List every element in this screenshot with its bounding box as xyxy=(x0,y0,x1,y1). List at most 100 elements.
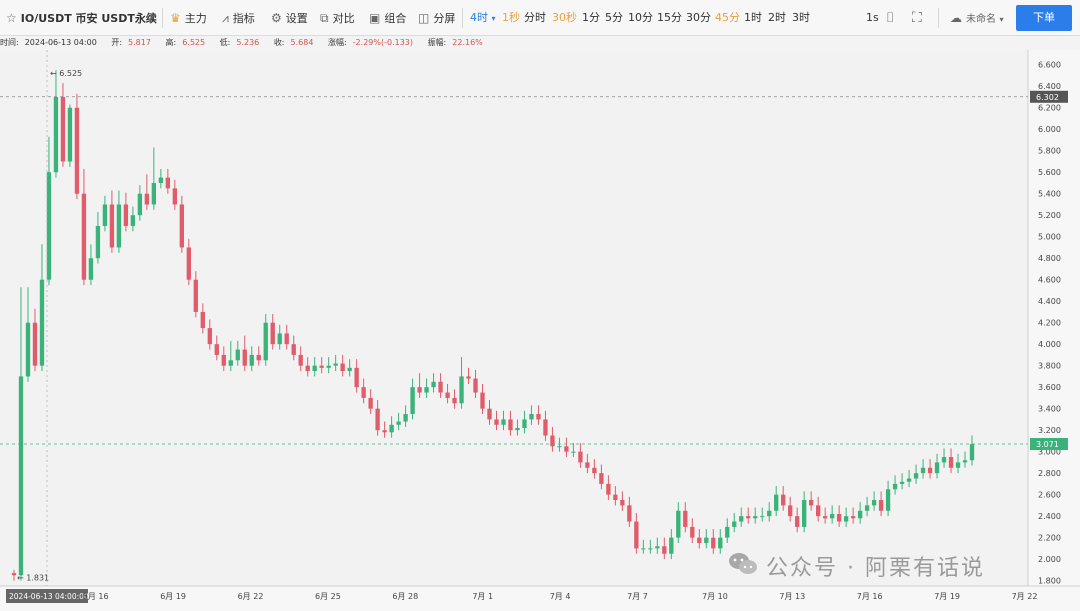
camera-icon: ⌷ xyxy=(886,10,895,26)
candle-body xyxy=(389,424,394,433)
timeframe-30m[interactable]: 30分 xyxy=(686,11,711,24)
candle-body xyxy=(18,376,24,576)
interval-button[interactable]: 1s xyxy=(866,11,879,24)
low-annotation: ← 1.831 xyxy=(17,573,49,582)
candle-body xyxy=(137,193,143,216)
fullscreen-button[interactable]: ⛶ xyxy=(912,0,926,36)
timeframe-45m[interactable]: 45分 xyxy=(715,11,740,24)
candle-body xyxy=(892,483,898,490)
screenshot-button[interactable]: ⌷ xyxy=(886,0,898,36)
timeframe-1h[interactable]: 1时 xyxy=(744,11,762,24)
divider xyxy=(938,8,939,28)
indicator-label: 指标 xyxy=(232,12,255,25)
candle-body xyxy=(878,500,884,511)
candle-body xyxy=(144,193,150,205)
toolbar: ☆ IO/USDT 币安 USDT永续 ⚲ ♛ 主力 ⩘ 指标 ⚙ 设置 ⧉ 对比 ▣ 组合… xyxy=(0,0,1080,36)
candle-body xyxy=(11,573,17,576)
candle-body xyxy=(822,516,828,519)
x-tick-label: 6月 19 xyxy=(160,592,186,601)
timeframe-2h[interactable]: 2时 xyxy=(768,11,786,24)
x-tick-label: 7月 16 xyxy=(857,592,883,601)
y-tick-label: 3.600 xyxy=(1038,383,1061,392)
timeframe-10m[interactable]: 10分 xyxy=(628,11,653,24)
split-button[interactable]: ◫ 分屏 xyxy=(418,0,455,36)
candle-body xyxy=(690,526,695,538)
candle-body xyxy=(277,333,282,345)
main-button[interactable]: ♛ 主力 xyxy=(170,0,207,36)
candle-body xyxy=(382,430,387,433)
candle-body xyxy=(347,367,352,372)
candle-body xyxy=(906,478,912,482)
y-tick-label: 6.000 xyxy=(1038,125,1061,134)
candle-body xyxy=(151,182,157,205)
candle-body xyxy=(417,387,422,393)
candle-body xyxy=(536,414,541,420)
candle-body xyxy=(340,363,345,372)
y-tick-label: 6.200 xyxy=(1038,104,1061,113)
y-tick-label: 2.600 xyxy=(1038,491,1061,500)
high-annotation: ← 6.525 xyxy=(50,69,82,78)
candle-body xyxy=(627,505,632,522)
candle-body xyxy=(375,408,380,431)
timeframe-15m[interactable]: 15分 xyxy=(657,11,682,24)
layout-name-button[interactable]: ☁ 未命名 ▾ xyxy=(950,0,1004,36)
timeframe-1m[interactable]: 1分 xyxy=(582,11,600,24)
search-icon: ⚲ xyxy=(146,11,155,25)
candle-body xyxy=(172,188,177,205)
compare-button[interactable]: ⧉ 对比 xyxy=(320,0,355,36)
candle-body xyxy=(788,505,793,517)
compare-label: 对比 xyxy=(332,12,355,25)
candle-body xyxy=(445,392,450,398)
candle-body xyxy=(620,500,625,506)
candle-body xyxy=(312,365,317,372)
candle-body xyxy=(522,419,527,429)
combo-button[interactable]: ▣ 组合 xyxy=(369,0,406,36)
candle-body xyxy=(606,483,611,495)
y-tick-label: 5.800 xyxy=(1038,147,1061,156)
candle-body xyxy=(88,258,94,280)
y-tick-label: 5.600 xyxy=(1038,168,1061,177)
timeframe-1s[interactable]: 1秒 xyxy=(502,11,520,24)
candle-body xyxy=(927,467,933,474)
candle-body xyxy=(948,457,954,468)
candle-body xyxy=(913,473,919,479)
candle-body xyxy=(802,500,807,527)
timeframe-4h[interactable]: 4时 ▾ xyxy=(470,11,496,24)
timeframe-5m[interactable]: 5分 xyxy=(605,11,623,24)
candle-body xyxy=(179,204,184,248)
y-tick-label: 3.800 xyxy=(1038,362,1061,371)
candle-body xyxy=(697,537,702,544)
timeframe-line[interactable]: 分时 xyxy=(524,11,546,24)
candle-body xyxy=(354,367,359,388)
candle-body xyxy=(550,435,555,447)
candle-body xyxy=(67,107,73,162)
candle-body xyxy=(557,446,562,448)
candle-body xyxy=(718,537,723,549)
y-tick-label: 3.400 xyxy=(1038,405,1061,414)
symbol-selector[interactable]: ☆ IO/USDT 币安 USDT永续 xyxy=(6,0,157,36)
order-button[interactable]: 下单 xyxy=(1016,5,1072,31)
y-tick-label: 5.400 xyxy=(1038,190,1061,199)
timeframe-3h[interactable]: 3时 xyxy=(792,11,810,24)
x-crosshair-tag xyxy=(6,589,88,603)
y-tick-label: 4.200 xyxy=(1038,319,1061,328)
timeframe-30s[interactable]: 30秒 xyxy=(552,11,577,24)
time-axis xyxy=(0,586,1080,611)
candlestick-chart[interactable]: 1.800 2.000 2.200 2.400 2.600 2.800 3.000 3.200… xyxy=(0,50,1080,611)
candle-body xyxy=(165,177,171,189)
y-tick-label: 1.800 xyxy=(1038,577,1061,586)
candle-body xyxy=(235,349,240,361)
star-icon[interactable]: ☆ xyxy=(6,11,17,25)
candle-body xyxy=(634,521,639,549)
x-tick-label: 7月 7 xyxy=(627,592,648,601)
info-close: 收: 5.684 xyxy=(273,38,314,47)
candle-body xyxy=(32,322,38,366)
candle-body xyxy=(305,365,310,372)
candle-body xyxy=(158,177,164,183)
candle-body xyxy=(781,494,786,506)
settings-button[interactable]: ⚙ 设置 xyxy=(271,0,308,36)
search-button[interactable]: ⚲ xyxy=(146,0,159,36)
price-axis xyxy=(1028,50,1080,586)
y-tick-label: 3.000 xyxy=(1038,448,1061,457)
indicator-button[interactable]: ⩘ 指标 xyxy=(222,0,255,36)
